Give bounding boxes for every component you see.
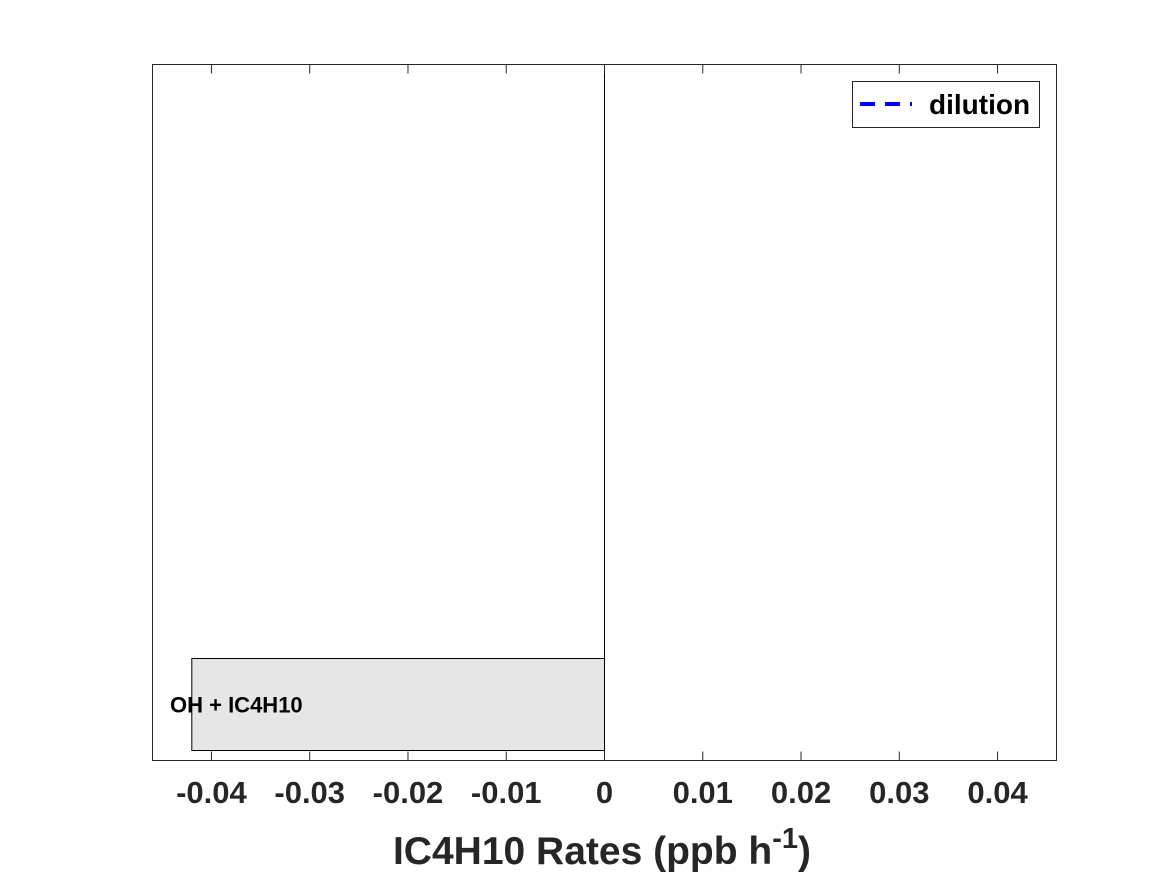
x-axis-title-superscript: -1	[772, 823, 798, 855]
x-axis-title-main: IC4H10 Rates (ppb h	[393, 830, 772, 873]
x-tick-label: 0.04	[967, 775, 1028, 810]
x-axis-title-close: )	[798, 830, 811, 873]
x-axis-title: IC4H10 Rates (ppb h-1)	[393, 823, 811, 873]
x-tick-label: 0.03	[869, 775, 929, 810]
x-tick-label: -0.02	[373, 775, 444, 810]
x-tick-label: -0.04	[176, 775, 247, 810]
bars	[191, 658, 605, 751]
x-ticks	[210, 64, 999, 761]
legend: dilution	[852, 81, 1040, 128]
bar-label: OH + IC4H10	[170, 693, 303, 718]
bar-labels: OH + IC4H10	[170, 693, 303, 718]
x-tick-label: -0.03	[274, 775, 345, 810]
bar	[191, 658, 605, 751]
x-tick-label: 0.02	[771, 775, 831, 810]
legend-label-dilution: dilution	[929, 89, 1030, 120]
x-tick-label: 0.01	[673, 775, 733, 810]
legend-box	[852, 81, 1040, 128]
plot-area: OH + IC4H10	[152, 64, 1057, 761]
x-tick-labels: -0.04 -0.03 -0.02 -0.01 0 0.01 0.02 0.03 0.04	[176, 775, 1028, 810]
x-tick-label: 0	[596, 775, 613, 810]
x-tick-label: -0.01	[471, 775, 542, 810]
